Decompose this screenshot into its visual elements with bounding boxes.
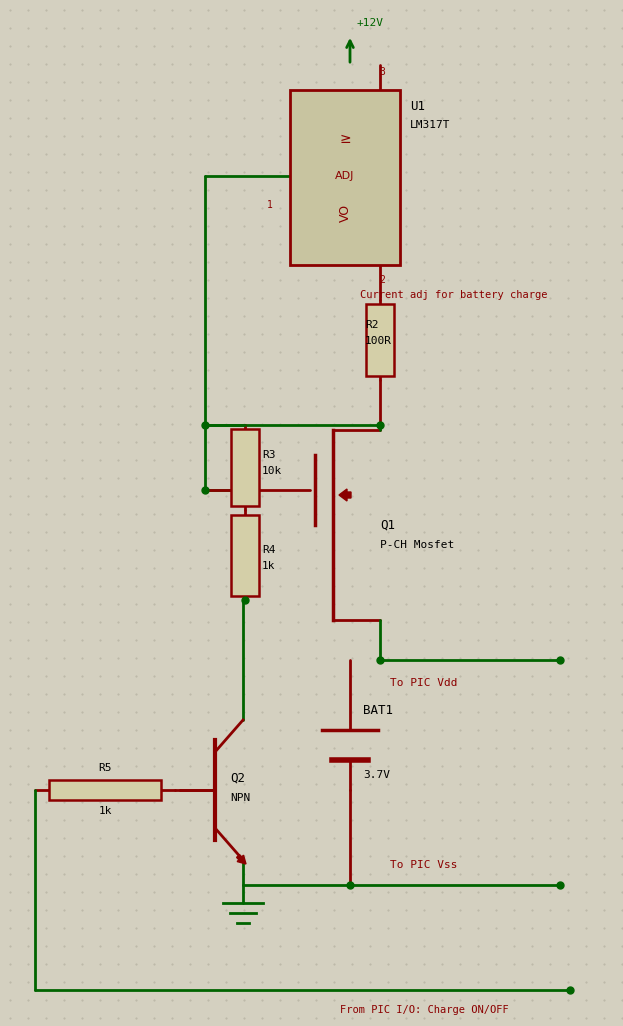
Text: P-CH Mosfet: P-CH Mosfet — [380, 540, 454, 550]
Text: R3: R3 — [262, 450, 275, 460]
Text: R2: R2 — [365, 320, 379, 330]
Text: R4: R4 — [262, 545, 275, 555]
Text: 10k: 10k — [262, 466, 282, 476]
Bar — [366, 304, 394, 376]
Text: ≥: ≥ — [339, 132, 351, 146]
Text: 1: 1 — [267, 200, 273, 210]
Text: R5: R5 — [98, 763, 112, 773]
Text: From PIC I/O: Charge ON/OFF: From PIC I/O: Charge ON/OFF — [340, 1005, 509, 1015]
Text: LM317T: LM317T — [410, 120, 450, 130]
Text: To PIC Vdd: To PIC Vdd — [390, 678, 457, 688]
Text: Q1: Q1 — [380, 518, 395, 531]
Text: 3.7V: 3.7V — [363, 770, 390, 780]
FancyArrow shape — [339, 489, 351, 501]
Text: NPN: NPN — [230, 793, 250, 803]
Text: 1k: 1k — [98, 806, 112, 816]
Text: 3: 3 — [379, 67, 385, 77]
Text: 100R: 100R — [365, 336, 392, 346]
FancyArrow shape — [237, 855, 246, 864]
Text: Current adj for battery charge: Current adj for battery charge — [360, 290, 548, 300]
Text: +12V: +12V — [357, 18, 384, 28]
Bar — [290, 90, 400, 265]
Text: 2: 2 — [379, 275, 385, 285]
Bar — [231, 429, 259, 506]
Text: ADJ: ADJ — [335, 170, 354, 181]
Text: 1k: 1k — [262, 561, 275, 571]
Text: VO: VO — [338, 203, 351, 222]
Text: To PIC Vss: To PIC Vss — [390, 860, 457, 870]
Bar — [49, 780, 161, 800]
Text: Q2: Q2 — [230, 772, 245, 785]
Text: BAT1: BAT1 — [363, 704, 393, 716]
Text: U1: U1 — [410, 100, 425, 113]
Bar — [231, 514, 259, 595]
